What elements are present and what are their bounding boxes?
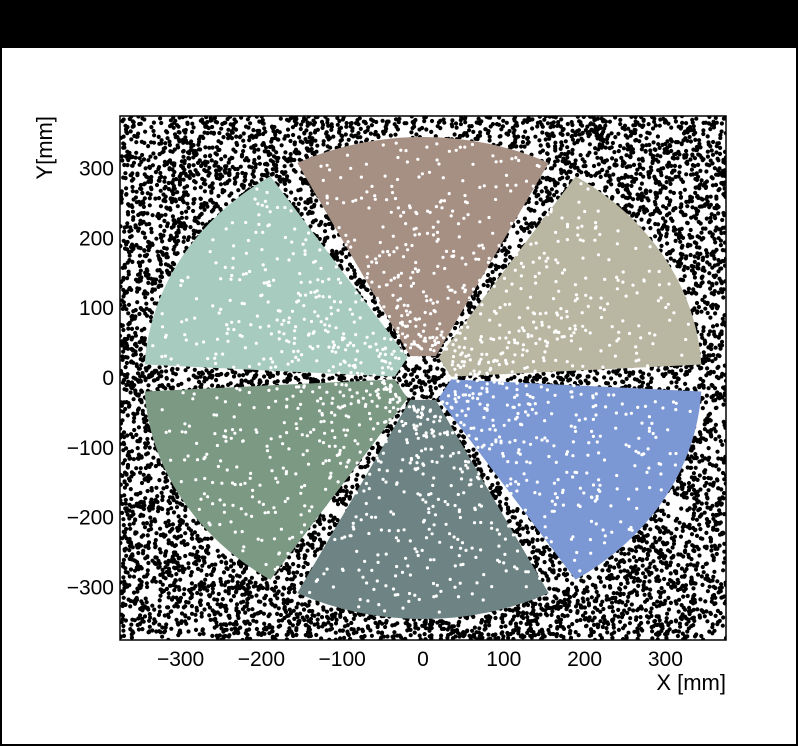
sector-6-gaps [441,379,692,573]
x-tick-label: −200 [238,648,285,671]
x-tick-label: 300 [648,648,683,671]
sector-5-gaps [308,404,542,614]
sector-6 [438,379,702,580]
plot-canvas: −300 −200 −100 0 100 200 300 −300 −200 −100 0 100 20… [2,48,796,744]
x-tick-label: −100 [319,648,366,671]
sector-5 [297,399,549,620]
y-tick-label: −200 [67,507,114,530]
y-tick-label: 100 [79,297,114,320]
scatter-plot: −300 −200 −100 0 100 200 300 −300 −200 −100 0 100 20… [32,115,727,695]
sector-1-gaps [443,182,691,377]
sector-2-gaps [319,141,541,353]
x-axis-title: X [mm] [656,670,726,695]
sector-3 [144,176,408,377]
sector-3-gaps [151,187,404,377]
sector-1 [438,176,702,377]
y-tick-label: 0 [102,367,114,390]
sectors-layer [144,136,702,620]
sector-4-gaps [160,379,402,571]
title-bar [0,0,798,48]
y-tick-label: −300 [67,577,114,600]
x-tick-label: −300 [157,648,204,671]
y-tick-label: 200 [79,227,114,250]
y-axis-title: Y[mm] [32,116,57,180]
y-tick-label: 300 [79,157,114,180]
x-tick-label: 0 [417,648,429,671]
x-tick-label: 200 [567,648,602,671]
sector-2 [297,136,549,357]
x-tick-label: 100 [486,648,521,671]
y-tick-label: −100 [67,437,114,460]
plot-frame [119,115,727,641]
axes-layer: −300 −200 −100 0 100 200 300 −300 −200 −100 0 100 20… [67,115,727,671]
